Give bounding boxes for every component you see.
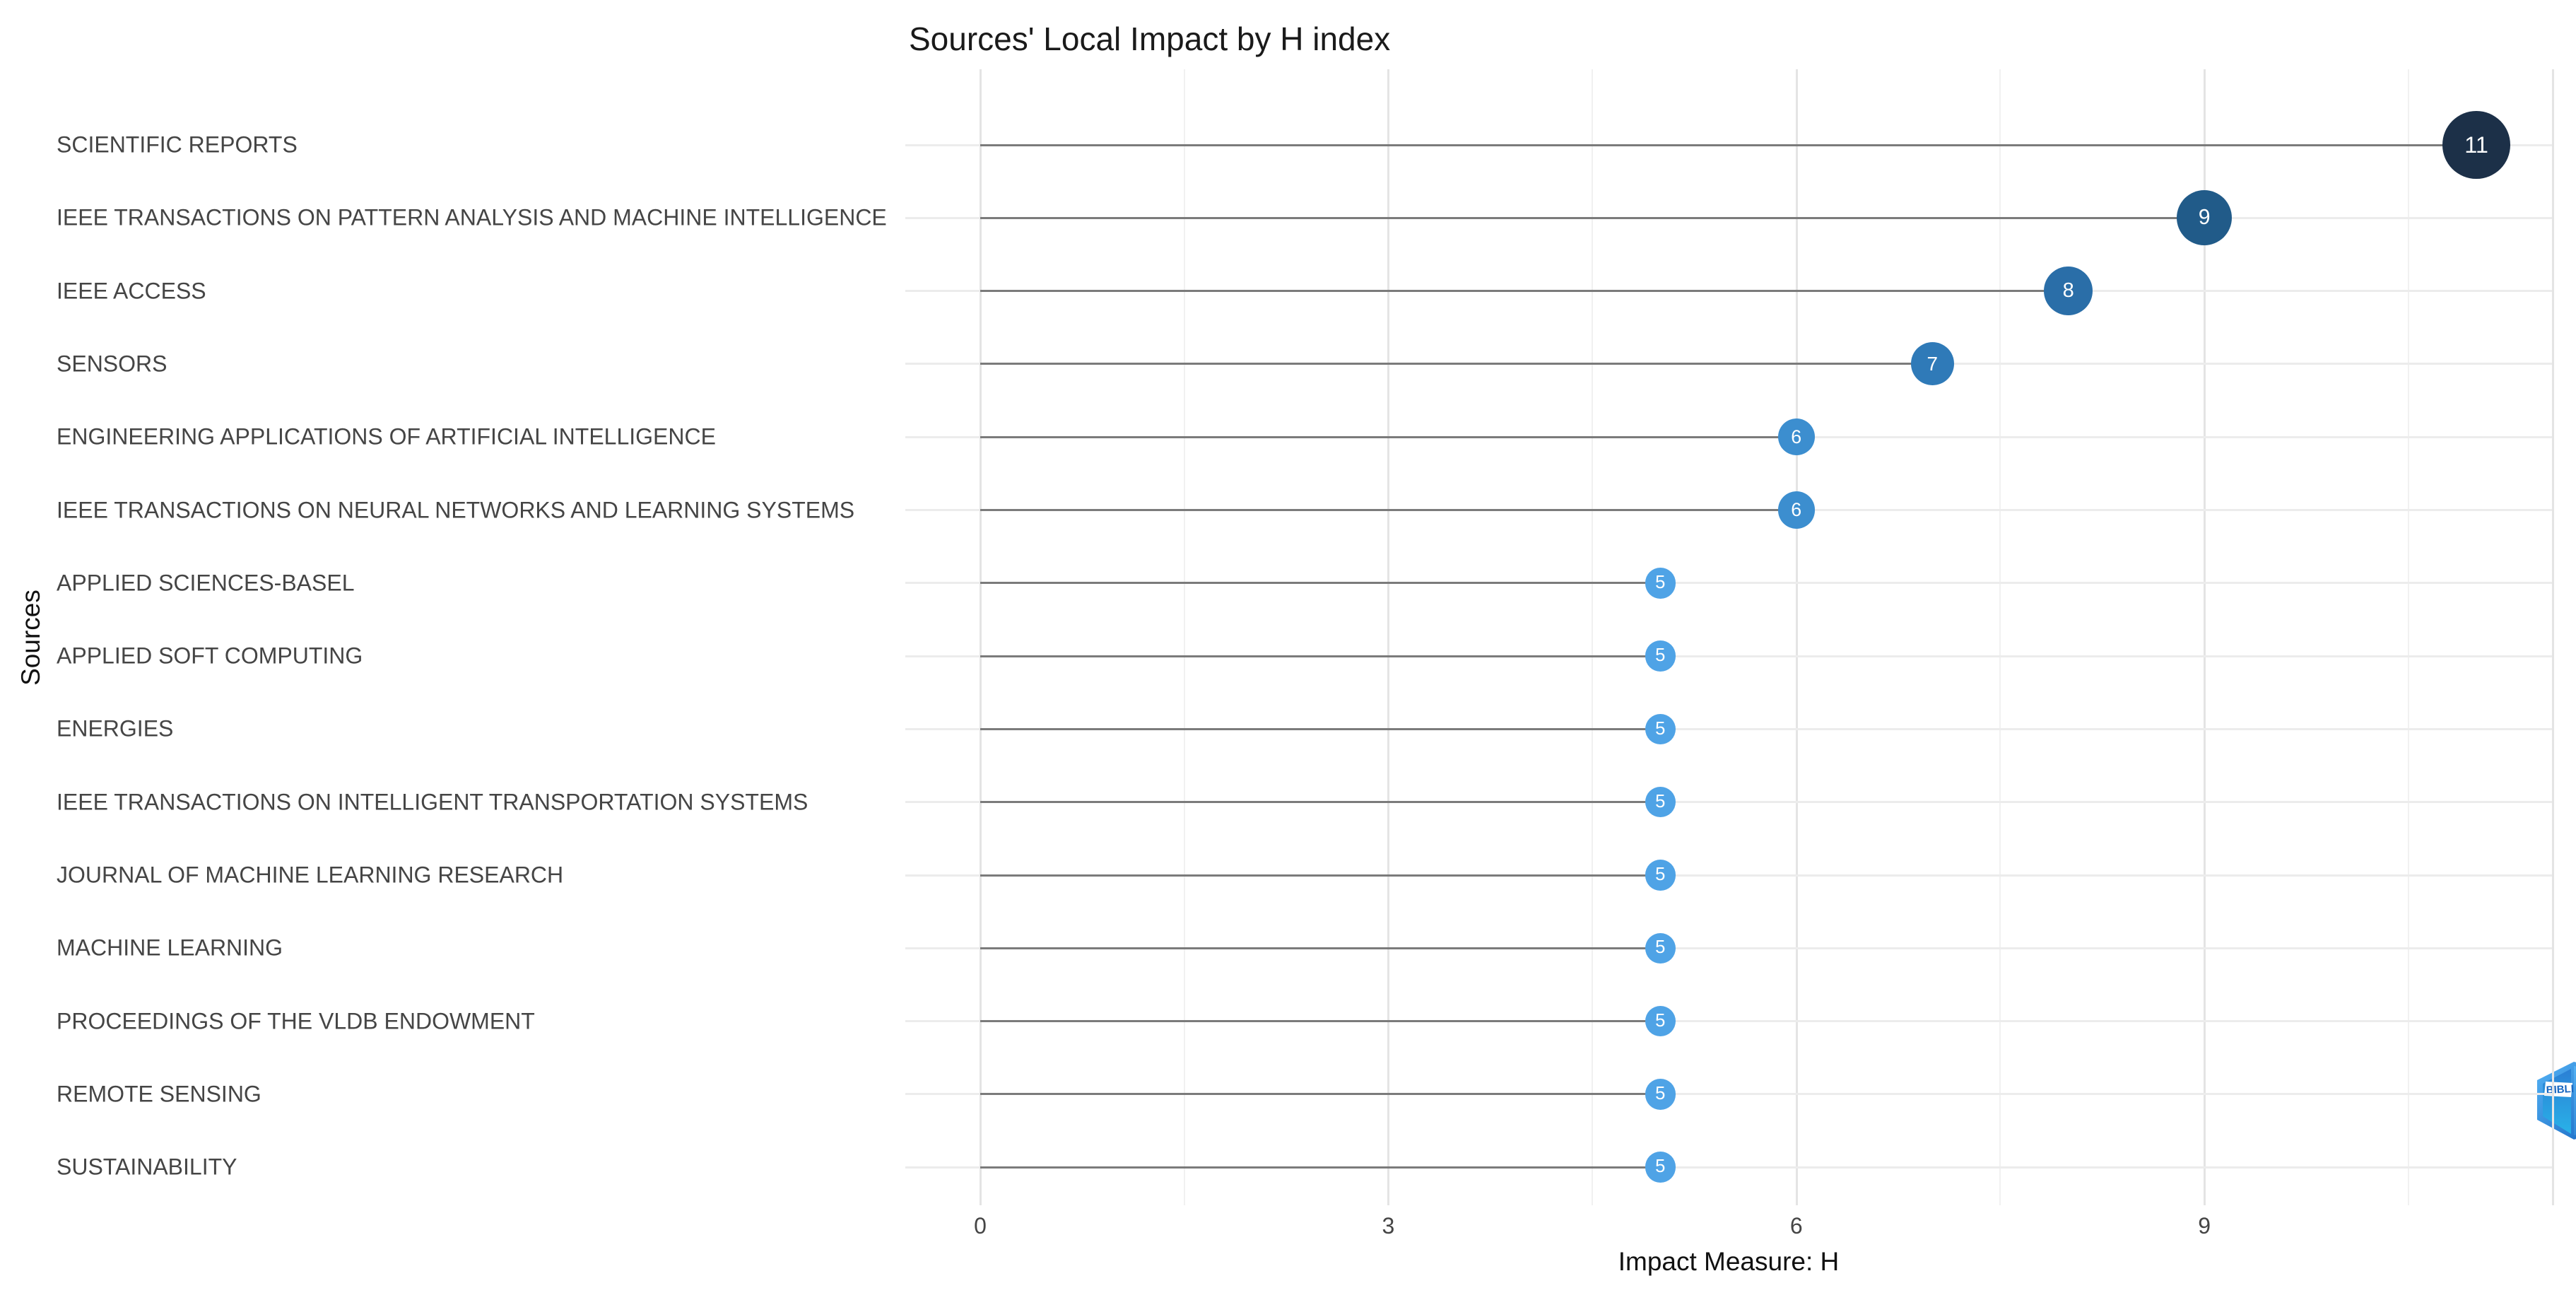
lollipop-stem bbox=[980, 582, 1661, 585]
row-gridline bbox=[905, 1093, 2552, 1096]
x-tick-label: 6 bbox=[1789, 1213, 1803, 1238]
y-axis-title: Sources bbox=[16, 590, 45, 686]
x-gridline-major bbox=[1387, 69, 1390, 1205]
lollipop-dot[interactable]: 5 bbox=[1645, 1079, 1676, 1110]
lollipop-dot[interactable]: 5 bbox=[1645, 568, 1676, 599]
lollipop-dot[interactable]: 5 bbox=[1645, 640, 1676, 672]
x-gridline-minor bbox=[1592, 69, 1594, 1205]
lollipop-dot[interactable]: 9 bbox=[2176, 190, 2233, 246]
lollipop-stem bbox=[980, 801, 1661, 804]
source-label: APPLIED SCIENCES-BASEL bbox=[57, 570, 355, 596]
source-label: ENGINEERING APPLICATIONS OF ARTIFICIAL I… bbox=[57, 423, 716, 450]
source-label: SENSORS bbox=[57, 351, 167, 377]
source-label: MACHINE LEARNING bbox=[57, 935, 283, 961]
lollipop-dot[interactable]: 5 bbox=[1645, 932, 1676, 964]
row-gridline bbox=[905, 874, 2552, 877]
lollipop-stem bbox=[980, 216, 2205, 219]
row-gridline bbox=[905, 582, 2552, 585]
x-tick-label: 3 bbox=[1382, 1213, 1395, 1238]
lollipop-dot[interactable]: 5 bbox=[1645, 786, 1676, 818]
x-gridline-major bbox=[1795, 69, 1798, 1205]
source-label: IEEE TRANSACTIONS ON NEURAL NETWORKS AND… bbox=[57, 497, 855, 522]
x-tick-label: 0 bbox=[974, 1213, 987, 1238]
lollipop-dot[interactable]: 8 bbox=[2043, 266, 2093, 316]
x-tick-label: 9 bbox=[2198, 1213, 2211, 1238]
source-label: IEEE TRANSACTIONS ON INTELLIGENT TRANSPO… bbox=[57, 789, 808, 815]
lollipop-stem bbox=[980, 290, 2069, 293]
lollipop-dot[interactable]: 5 bbox=[1645, 1152, 1676, 1183]
bibliometrix-logo: BIBLIO bbox=[2524, 1060, 2576, 1140]
lollipop-dot[interactable]: 6 bbox=[1777, 418, 1815, 456]
panel-right-edge bbox=[2552, 69, 2554, 1205]
lollipop-stem bbox=[980, 144, 2477, 146]
lollipop-stem bbox=[980, 874, 1661, 877]
lollipop-stem bbox=[980, 947, 1661, 949]
row-gridline bbox=[905, 727, 2552, 730]
lollipop-stem bbox=[980, 1166, 1661, 1169]
source-label: REMOTE SENSING bbox=[57, 1081, 261, 1107]
row-gridline bbox=[905, 1166, 2552, 1169]
x-gridline-major bbox=[980, 69, 982, 1205]
lollipop-stem bbox=[980, 1020, 1661, 1023]
source-label: IEEE ACCESS bbox=[57, 278, 206, 304]
bibliometrix-logo-icon: BIBLIO bbox=[2537, 1062, 2576, 1140]
lollipop-stem bbox=[980, 435, 1796, 438]
source-label: ENERGIES bbox=[57, 715, 174, 742]
lollipop-stem bbox=[980, 1093, 1661, 1096]
row-gridline bbox=[905, 655, 2552, 657]
lollipop-stem bbox=[980, 509, 1796, 511]
lollipop-dot[interactable]: 5 bbox=[1645, 1005, 1676, 1037]
row-gridline bbox=[905, 947, 2552, 949]
lollipop-stem bbox=[980, 363, 1933, 365]
x-gridline-minor bbox=[1183, 69, 1185, 1205]
source-label: SCIENTIFIC REPORTS bbox=[57, 131, 298, 158]
source-label: IEEE TRANSACTIONS ON PATTERN ANALYSIS AN… bbox=[57, 204, 887, 230]
row-gridline bbox=[905, 801, 2552, 804]
x-gridline-major bbox=[2204, 69, 2206, 1205]
lollipop-dot[interactable]: 6 bbox=[1777, 491, 1815, 529]
lollipop-dot[interactable]: 5 bbox=[1645, 860, 1676, 891]
lollipop-dot[interactable]: 11 bbox=[2442, 111, 2510, 179]
lollipop-stem bbox=[980, 727, 1661, 730]
source-label: PROCEEDINGS OF THE VLDB ENDOWMENT bbox=[57, 1008, 535, 1034]
source-label: APPLIED SOFT COMPUTING bbox=[57, 643, 363, 669]
x-gridline-minor bbox=[2407, 69, 2409, 1205]
row-gridline bbox=[905, 1020, 2552, 1023]
source-label: SUSTAINABILITY bbox=[57, 1154, 237, 1180]
x-axis-title: Impact Measure: H bbox=[1618, 1247, 1840, 1276]
lollipop-stem bbox=[980, 655, 1661, 657]
x-gridline-minor bbox=[1999, 69, 2001, 1205]
source-label: JOURNAL OF MACHINE LEARNING RESEARCH bbox=[57, 862, 564, 888]
lollipop-dot[interactable]: 5 bbox=[1645, 713, 1676, 745]
chart-title: Sources' Local Impact by H index bbox=[909, 21, 1391, 57]
lollipop-dot[interactable]: 7 bbox=[1910, 342, 1954, 386]
